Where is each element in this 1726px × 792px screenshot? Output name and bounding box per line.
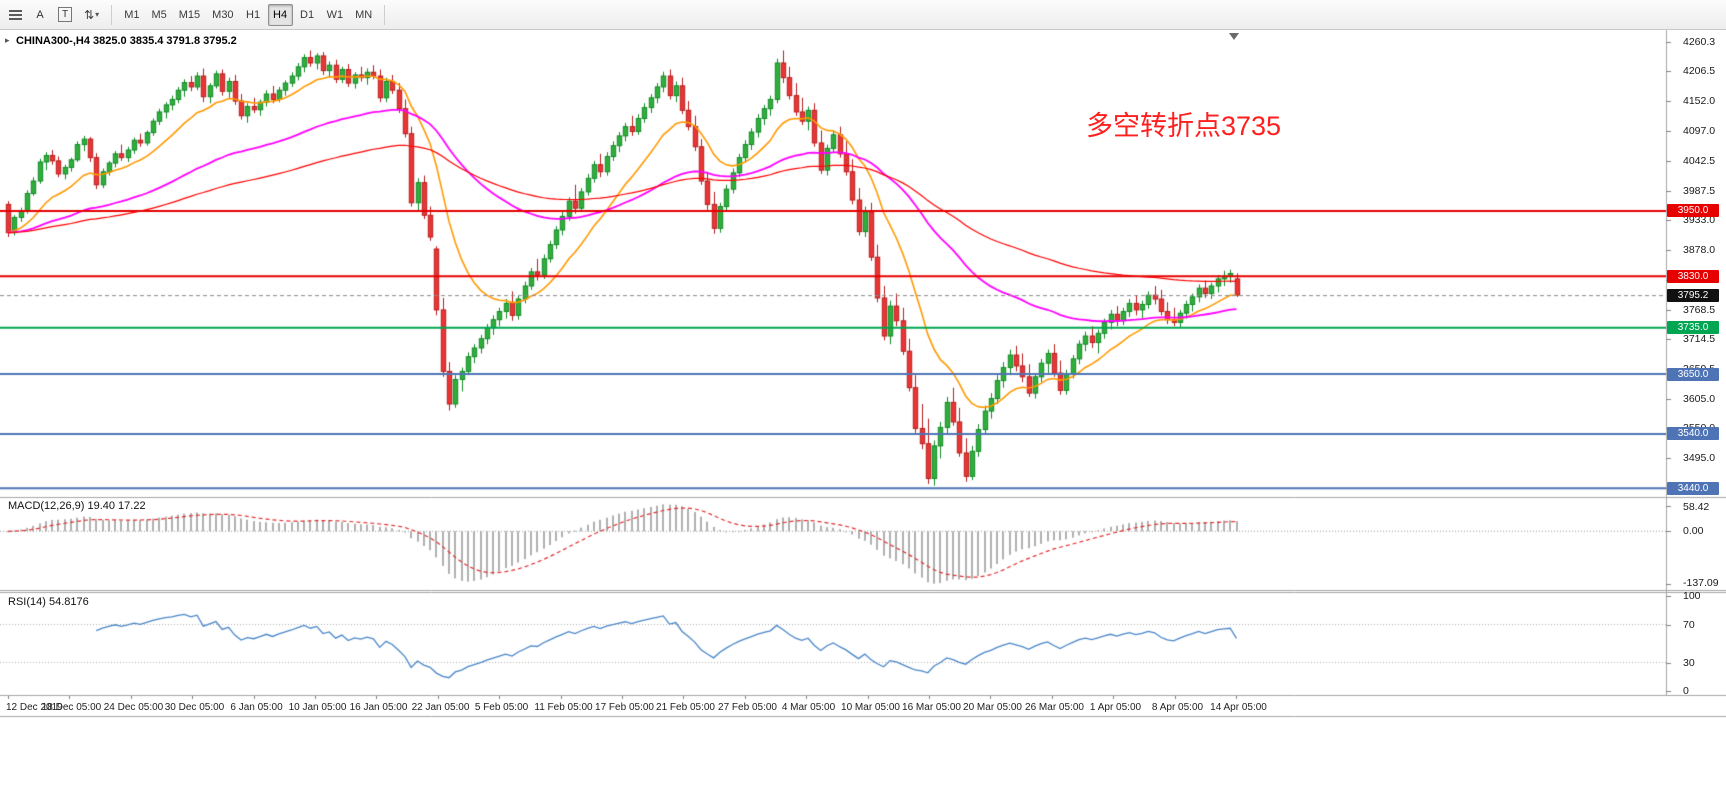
time-axis-label: 1 Apr 05:00 <box>1089 702 1142 713</box>
macd-axis-label: 0.00 <box>1683 525 1704 538</box>
text-tool-button[interactable]: A <box>29 4 51 26</box>
price-axis-label: 3987.5 <box>1683 184 1716 197</box>
letter-a-icon: A <box>36 8 44 21</box>
time-axis-label: 10 Jan 05:00 <box>288 702 347 713</box>
timeframe-m15-button[interactable]: M15 <box>174 4 205 26</box>
time-axis-label: 4 Mar 05:00 <box>781 702 836 713</box>
rsi-axis-label: 30 <box>1683 656 1695 669</box>
timeframe-mn-button[interactable]: MN <box>350 4 377 26</box>
rsi-axis-label: 100 <box>1683 590 1701 602</box>
price-line-badge: 3440.0 <box>1667 481 1719 495</box>
timeframe-m5-button[interactable]: M5 <box>146 4 171 26</box>
time-axis[interactable]: 12 Dec 2019 18 Dec 05:00 24 Dec 05:00 30 De… <box>0 695 1666 717</box>
price-axis-label: 4152.0 <box>1683 95 1716 108</box>
price-axis-label: 3878.0 <box>1683 244 1716 257</box>
time-axis-label: 11 Feb 05:00 <box>534 702 593 713</box>
timeframe-w1-button[interactable]: W1 <box>322 4 349 26</box>
rsi-axis-label: 0 <box>1683 685 1689 697</box>
time-axis-label: 16 Jan 05:00 <box>349 702 408 713</box>
one-click-trading-arrow-icon[interactable]: ▸ <box>5 35 10 45</box>
time-axis-label: 18 Dec 05:00 <box>41 702 102 713</box>
time-axis-label: 27 Feb 05:00 <box>718 702 777 713</box>
time-axis-label: 21 Feb 05:00 <box>656 702 715 713</box>
current-price-badge: 3795.2 <box>1667 288 1719 302</box>
time-axis-label: 17 Feb 05:00 <box>595 702 654 713</box>
macd-axis-label: 58.42 <box>1683 501 1710 513</box>
price-axis-label: 3714.5 <box>1683 333 1716 345</box>
price-axis-label: 4097.0 <box>1683 124 1716 137</box>
up-down-arrows-icon: ⇅ <box>84 7 95 22</box>
time-axis-label: 26 Mar 05:00 <box>1025 702 1084 713</box>
menu-icon-button[interactable] <box>4 4 27 26</box>
timeframe-m1-button[interactable]: M1 <box>119 4 144 26</box>
price-axis-label: 4260.3 <box>1683 36 1716 49</box>
timeframe-d1-button[interactable]: D1 <box>295 4 320 26</box>
menu-icon <box>9 9 22 12</box>
time-axis-label: 12 Dec 2019 <box>6 702 63 713</box>
macd-axis-label: -137.09 <box>1683 577 1719 589</box>
price-line-badge: 3540.0 <box>1667 427 1719 441</box>
time-axis-label: 24 Dec 05:00 <box>103 702 164 713</box>
time-axis-label: 30 Dec 05:00 <box>164 702 225 713</box>
caret-down-icon: ▾ <box>95 10 100 19</box>
time-axis-label: 16 Mar 05:00 <box>902 702 961 713</box>
price-axis-label: 3933.0 <box>1683 214 1716 227</box>
price-axis-label: 3495.0 <box>1683 452 1716 465</box>
price-line-badge: 3830.0 <box>1667 269 1719 283</box>
toolbar: A T ⇅ ▾ M1 M5 M15 M30 H1 H4 D1 W1 MN <box>0 0 1726 30</box>
price-line-badge: 3735.0 <box>1667 321 1719 335</box>
rsi-axis-label: 70 <box>1683 618 1695 631</box>
time-axis-label: 20 Mar 05:00 <box>963 702 1022 713</box>
time-axis-label: 6 Jan 05:00 <box>230 702 283 713</box>
timeframe-h4-button[interactable]: H4 <box>267 3 293 26</box>
price-axis-label: 3605.0 <box>1683 392 1716 405</box>
time-axis-label: 10 Mar 05:00 <box>841 702 900 713</box>
timeframe-m30-button[interactable]: M30 <box>207 4 238 26</box>
time-axis-label: 22 Jan 05:00 <box>411 702 470 713</box>
price-axis-label: 3768.5 <box>1683 303 1716 316</box>
time-axis-label: 14 Apr 05:00 <box>1210 702 1267 713</box>
chart-shift-marker-icon[interactable] <box>1229 33 1239 40</box>
price-axis-label: 4042.5 <box>1683 154 1716 167</box>
timeframe-h1-button[interactable]: H1 <box>241 4 266 26</box>
time-axis-label: 8 Apr 05:00 <box>1151 702 1204 713</box>
toolbar-separator <box>384 4 386 25</box>
template-tool-button[interactable]: T <box>53 4 77 26</box>
price-axis[interactable]: 4260.3 4206.5 4152.0 4097.0 4042.5 3987.5 3933… <box>1666 30 1726 717</box>
price-axis-label: 4206.5 <box>1683 65 1716 78</box>
letter-t-icon: T <box>58 7 73 22</box>
arrows-tool-button[interactable]: ⇅ ▾ <box>79 4 104 26</box>
price-line-badge: 3950.0 <box>1667 204 1719 218</box>
toolbar-separator <box>111 4 113 25</box>
time-axis-label: 5 Feb 05:00 <box>474 702 529 713</box>
price-line-badge: 3650.0 <box>1667 367 1719 381</box>
